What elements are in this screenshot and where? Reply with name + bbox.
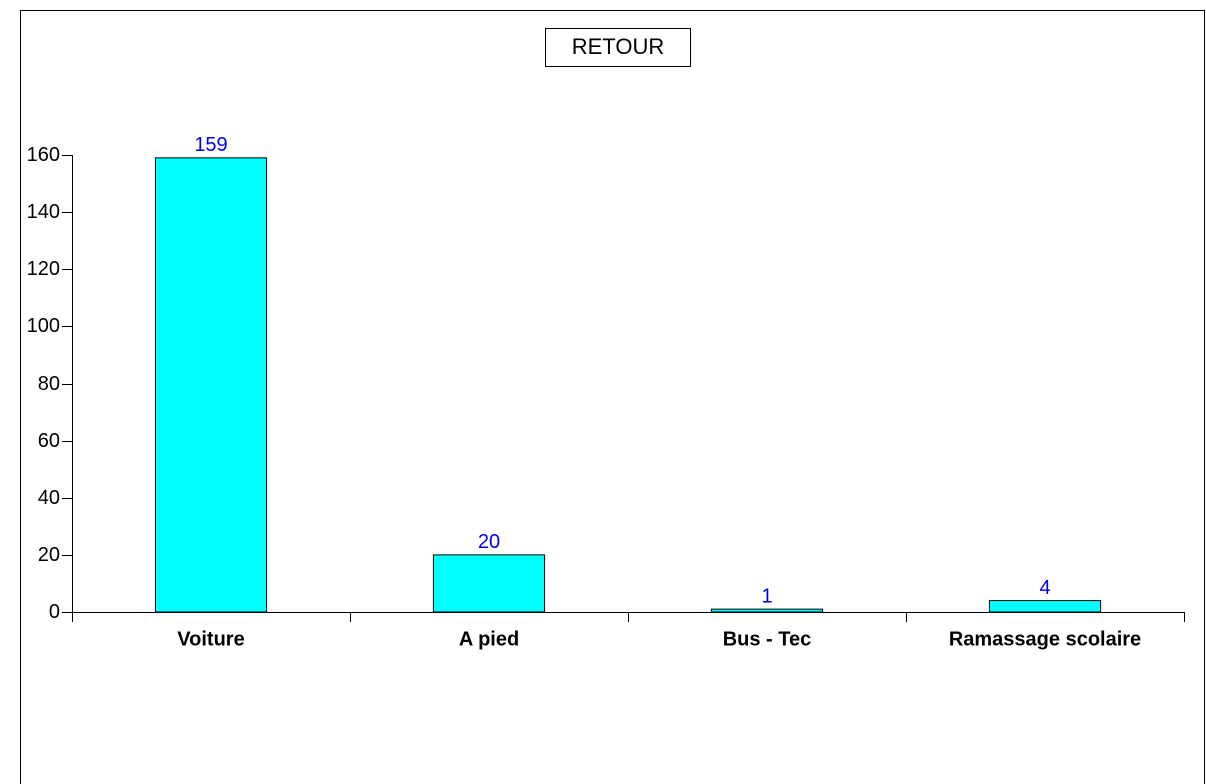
y-tick-label: 0 <box>49 601 60 623</box>
y-tick-label: 80 <box>38 373 60 395</box>
value-label: 20 <box>478 531 500 553</box>
chart-title: RETOUR <box>572 34 665 59</box>
x-tick-label: Ramassage scolaire <box>949 628 1141 650</box>
bar <box>432 554 546 613</box>
y-tick-label: 40 <box>38 487 60 509</box>
bar <box>154 157 268 613</box>
x-tick-label: Bus - Tec <box>723 628 812 650</box>
value-label: 1 <box>761 585 772 607</box>
y-tick-label: 60 <box>38 430 60 452</box>
value-label: 4 <box>1039 577 1050 599</box>
y-tick-label: 20 <box>38 544 60 566</box>
bar <box>710 608 824 613</box>
y-tick-label: 100 <box>27 315 60 337</box>
x-tick-label: Voiture <box>177 628 244 650</box>
title-box <box>545 28 691 67</box>
value-label: 159 <box>194 134 227 156</box>
y-tick-label: 140 <box>27 201 60 223</box>
bar <box>988 600 1102 613</box>
x-tick-label: A pied <box>459 628 519 650</box>
y-tick-label: 120 <box>27 258 60 280</box>
y-tick-label: 160 <box>27 144 60 166</box>
